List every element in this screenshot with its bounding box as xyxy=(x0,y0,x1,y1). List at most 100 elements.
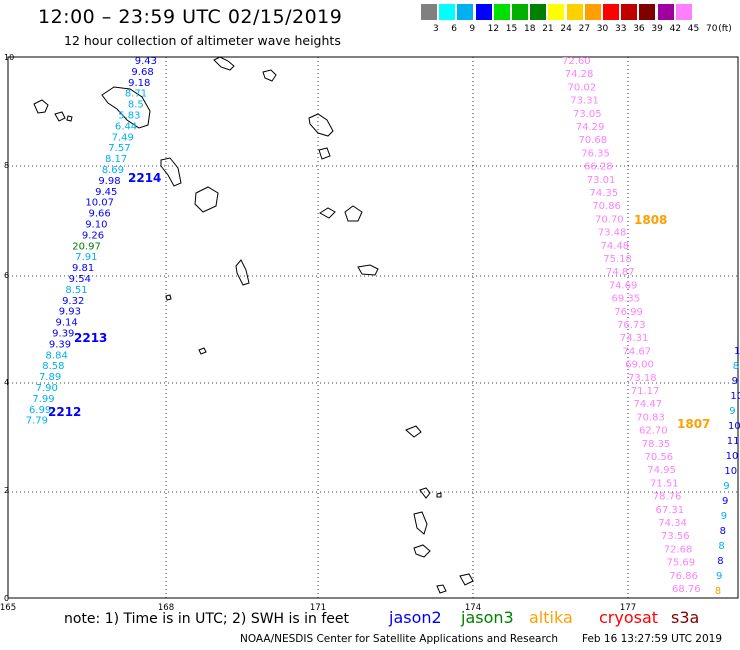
track-value: 8 xyxy=(720,526,726,537)
island-outline xyxy=(54,111,66,122)
track-value: 7.57 xyxy=(108,143,130,154)
track-value: 74.67 xyxy=(623,346,652,357)
track-value: 74.47 xyxy=(634,399,663,410)
y-tick-label: 2 xyxy=(4,486,9,495)
x-tick-label: 168 xyxy=(158,603,174,613)
legend-swatch xyxy=(621,4,638,20)
track-value: 70.83 xyxy=(636,412,665,423)
track-value: 73.18 xyxy=(628,373,657,384)
track-value: 20.97 xyxy=(72,241,101,252)
island-outline xyxy=(436,492,442,498)
track-value: 9 xyxy=(721,511,727,522)
mission-name: jason3 xyxy=(461,608,514,627)
track-value: 76.73 xyxy=(617,320,646,331)
track-value: 70.70 xyxy=(595,214,624,225)
track-value: 8 xyxy=(718,541,724,552)
track-value: 9.98 xyxy=(98,176,120,187)
island-outline xyxy=(194,186,219,213)
track-value: 9 xyxy=(732,376,738,387)
track-value: 6.44 xyxy=(115,121,137,132)
legend-swatch xyxy=(603,4,619,20)
track-value: 8.84 xyxy=(46,350,68,361)
track-value: 9 xyxy=(716,571,722,582)
pass-time-label: 1808 xyxy=(634,213,667,227)
legend-label: 36 xyxy=(633,24,645,34)
mission-name: jason2 xyxy=(389,608,442,627)
track-value: 9 xyxy=(723,481,729,492)
legend-swatch xyxy=(493,4,510,20)
track-value: 8.5 xyxy=(128,100,144,111)
island-outline xyxy=(160,157,182,187)
track-value: 74.48 xyxy=(601,241,630,252)
legend-label: 30 xyxy=(596,24,609,34)
legend-swatch xyxy=(530,4,547,20)
track-value: 73.48 xyxy=(598,228,627,239)
legend-label: 18 xyxy=(524,24,536,34)
map-gridlines xyxy=(8,57,738,598)
track-value: 8.51 xyxy=(65,285,87,296)
island-outline xyxy=(318,147,331,160)
track-value: 75.69 xyxy=(667,558,696,569)
track-value: 9 xyxy=(729,406,735,417)
y-tick-label: 4 xyxy=(4,378,9,387)
track-value: 6.99 xyxy=(29,405,51,416)
legend-swatch xyxy=(639,4,656,20)
x-tick-label: 165 xyxy=(0,603,16,613)
track-value: 74.35 xyxy=(590,188,619,199)
track-value: 76.99 xyxy=(614,307,643,318)
track-value: 69.00 xyxy=(625,360,654,371)
track-value: 66.28 xyxy=(584,162,613,173)
track-value: 9.32 xyxy=(62,296,84,307)
x-tick-label: 174 xyxy=(465,603,481,613)
track-value: 9.39 xyxy=(52,329,74,340)
track-value: 74.34 xyxy=(658,518,687,529)
satellite-tracks: 9.439.689.188.718.55.836.447.497.578.178… xyxy=(26,56,740,597)
legend-label: (ft) xyxy=(718,24,732,34)
legend-swatch xyxy=(548,4,565,20)
track-value: 10 xyxy=(728,421,740,432)
track-value: 9 xyxy=(722,496,728,507)
track-value: 70.86 xyxy=(592,201,621,212)
island-outline xyxy=(405,425,422,438)
track-value: 8 xyxy=(733,361,739,372)
track-value: 69.35 xyxy=(612,294,641,305)
legend-label: 24 xyxy=(560,24,572,34)
footer-note: note: 1) Time is in UTC; 2) SWH is in fe… xyxy=(64,611,350,627)
track-value: 70.68 xyxy=(579,135,608,146)
legend-label: 39 xyxy=(651,24,663,34)
island-outline xyxy=(101,86,151,129)
track-value: 9.54 xyxy=(69,274,91,285)
island-outline xyxy=(33,99,49,114)
track-value: 71.51 xyxy=(650,478,679,489)
island-outline xyxy=(357,264,379,276)
y-tick-label: 8 xyxy=(4,161,9,170)
legend-swatch xyxy=(457,4,474,20)
track-value: 72.68 xyxy=(664,544,693,555)
island-outline xyxy=(419,487,431,499)
track-value: 76.86 xyxy=(669,571,698,582)
track-value: 10 xyxy=(734,346,740,357)
y-tick-label: 0 xyxy=(4,594,9,603)
track-value: 11 xyxy=(727,436,740,447)
track-value: 7.79 xyxy=(26,416,48,427)
credit-text: NOAA/NESDIS Center for Satellite Applica… xyxy=(240,633,558,645)
track-value: 7.90 xyxy=(36,383,58,394)
pass-time-label: 2212 xyxy=(48,405,81,419)
island-outline xyxy=(436,584,447,594)
legend-swatch xyxy=(566,4,583,20)
track-value: 7.49 xyxy=(112,132,134,143)
pass-time-label: 1807 xyxy=(677,417,710,431)
track-value: 9.81 xyxy=(72,263,94,274)
track-value: 7.99 xyxy=(32,394,54,405)
track-value: 9.45 xyxy=(95,187,117,198)
mission-name: cryosat xyxy=(599,608,659,627)
legend-label: 33 xyxy=(615,24,627,34)
track-value: 72.60 xyxy=(562,56,591,67)
track-value: 8.58 xyxy=(42,361,64,372)
axis-labels: 165 168 171 174 177 10 8 6 4 2 0 xyxy=(0,53,636,613)
island-outline xyxy=(319,207,336,219)
legend-swatch xyxy=(512,4,528,20)
legend-swatch xyxy=(657,4,674,20)
track-value: 74.95 xyxy=(647,465,676,476)
